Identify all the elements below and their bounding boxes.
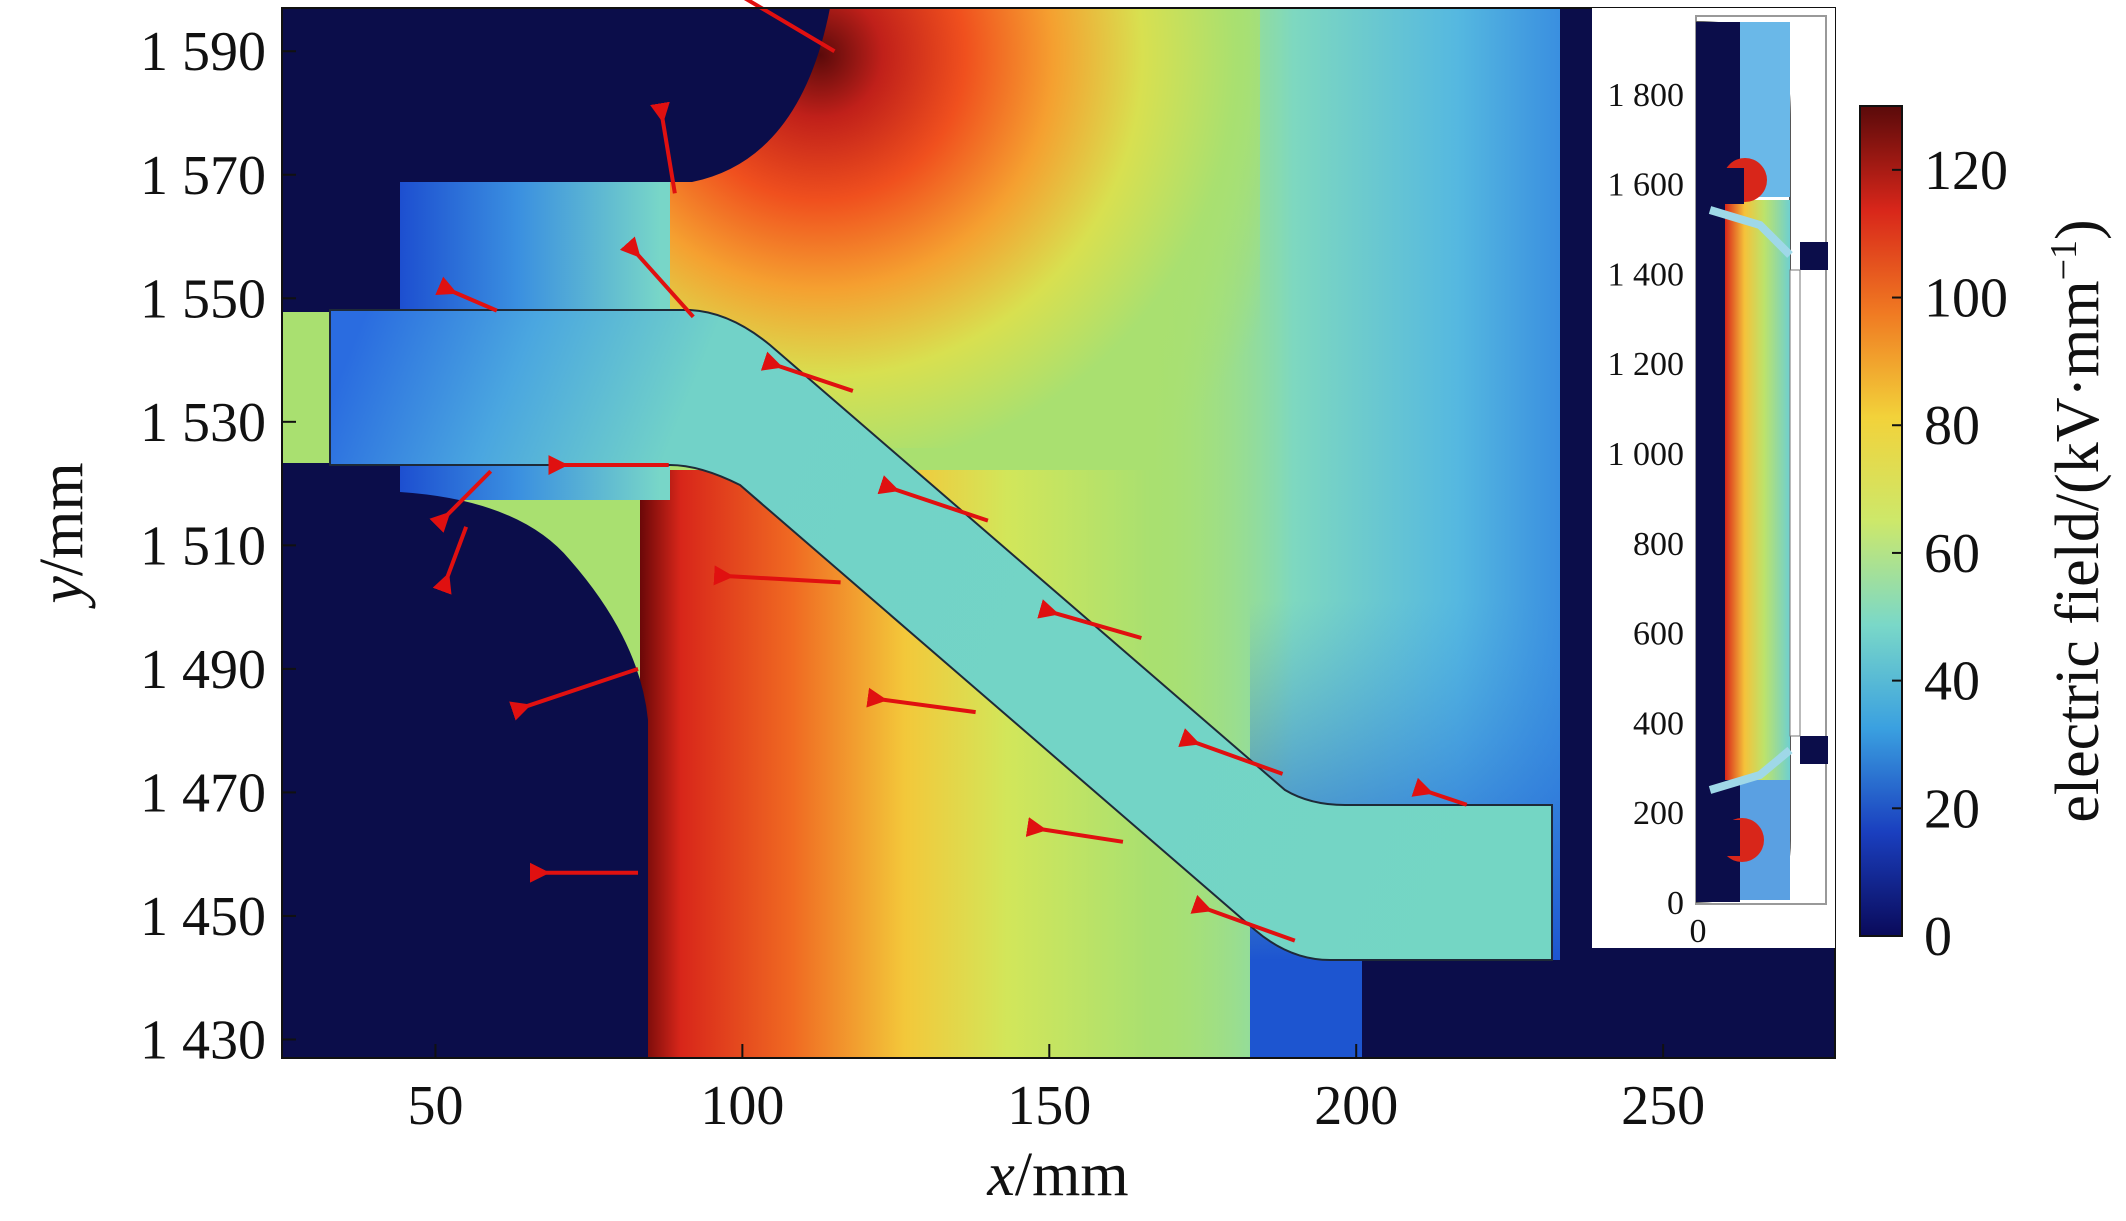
field-arrow: [866, 687, 976, 715]
colorbar-ticks: 0 20 40 60 80 100 120: [1892, 140, 2008, 968]
field-arrow: [1178, 728, 1284, 776]
field-arrow: [435, 276, 498, 313]
colorbar-label-close: ): [2044, 219, 2112, 240]
y-tick-label: 1 570: [140, 145, 266, 207]
field-arrow: [1190, 894, 1296, 943]
y-tick-label: 1 530: [140, 392, 266, 454]
x-axis-label: x/mm: [986, 1141, 1128, 1209]
inset-y-tick-label: 1 800: [1608, 77, 1685, 114]
x-axis-variable: x: [986, 1141, 1015, 1209]
inset-y-tick-label: 1 000: [1608, 436, 1685, 473]
inset-y-tick-label: 1 200: [1608, 346, 1685, 383]
inset-lower-flange: [1800, 736, 1828, 764]
inset-y-tick-label: 400: [1633, 705, 1684, 742]
field-arrow: [432, 526, 469, 595]
field-arrow: [877, 475, 989, 523]
colorbar-tick-label: 120: [1924, 140, 2008, 202]
y-axis-unit: /mm: [28, 462, 96, 576]
inset-y-tick-label: 1 600: [1608, 167, 1685, 204]
inset-y-tick-label: 1 400: [1608, 256, 1685, 293]
colorbar-tick-label: 40: [1924, 651, 1980, 713]
inset-lower-ring: [1696, 820, 1740, 856]
inset-x-tick-label: 0: [1690, 913, 1707, 950]
field-arrow: [1037, 599, 1142, 640]
field-arrow: [509, 666, 639, 721]
colorbar-tick-label: 80: [1924, 395, 1980, 457]
y-tick-label: 1 510: [140, 515, 266, 577]
field-arrow: [650, 101, 677, 194]
field-arrows: [429, 0, 1468, 943]
field-arrow: [429, 469, 493, 533]
colorbar-ramp: [1859, 105, 1903, 937]
colorbar-tick-label: 100: [1924, 268, 2008, 330]
inset-lower-tube-joint: [1708, 746, 1793, 794]
colorbar-tick-label: 60: [1924, 523, 1980, 585]
field-arrow: [760, 351, 854, 393]
x-tick-label: 100: [700, 1075, 784, 1137]
colorbar-tick-label: 20: [1924, 778, 1980, 840]
inset-y-tick-label: 0: [1667, 885, 1684, 922]
inset-field-strip: [1725, 200, 1790, 780]
colorbar-label-exponent: −1: [2043, 240, 2085, 280]
y-axis-ticks: 1 430 1 450 1 470 1 490 1 510 1 530 1 550 1 570…: [140, 21, 296, 1071]
field-arrow: [743, 0, 836, 53]
inset-y-tick-label: 800: [1633, 526, 1684, 563]
inset-right-column: [1789, 269, 1801, 737]
x-tick-label: 150: [1007, 1075, 1091, 1137]
field-arrow: [713, 565, 841, 586]
x-tick-label: 50: [407, 1075, 463, 1137]
field-arrow: [1411, 777, 1468, 807]
x-tick-label: 250: [1621, 1075, 1705, 1137]
inset-overview: 0 200 400 600 800 1 000 1 200 1 400 1 600 1 800 0: [1592, 8, 1835, 950]
inset-y-ticks: 0 200 400 600 800 1 000 1 200 1 400 1 600 1 800: [1608, 77, 1685, 922]
x-axis-unit: /mm: [1015, 1141, 1129, 1209]
y-tick-label: 1 590: [140, 21, 266, 83]
y-tick-label: 1 430: [140, 1009, 266, 1071]
colorbar-tick-label: 0: [1924, 906, 1952, 968]
y-axis-variable: y: [28, 576, 96, 610]
field-arrow: [619, 236, 695, 319]
inset-y-tick-label: 600: [1633, 616, 1684, 653]
inset-upper-tube-joint: [1708, 206, 1793, 258]
field-arrow: [1025, 817, 1124, 844]
x-tick-label: 200: [1314, 1075, 1398, 1137]
upper-electrode: [282, 8, 830, 312]
colorbar-label-text: electric field/(kV·mm: [2044, 280, 2112, 822]
y-axis-label: y/mm: [28, 462, 96, 609]
lower-electrode: [282, 463, 648, 1058]
inner-conductor-tube: [329, 309, 1553, 961]
y-tick-label: 1 470: [140, 762, 266, 824]
colorbar: 0 20 40 60 80 100 120 electric field/(kV·mm−1): [1859, 105, 2112, 968]
x-axis-ticks: 50 100 150 200 250: [407, 1044, 1705, 1137]
inset-upper-flange: [1800, 242, 1828, 270]
inset-y-tick-label: 200: [1633, 795, 1684, 832]
colorbar-label: electric field/(kV·mm−1): [2043, 219, 2112, 822]
y-tick-label: 1 550: [140, 268, 266, 330]
y-tick-label: 1 450: [140, 886, 266, 948]
inset-upper-ring: [1696, 168, 1744, 204]
y-tick-label: 1 490: [140, 639, 266, 701]
